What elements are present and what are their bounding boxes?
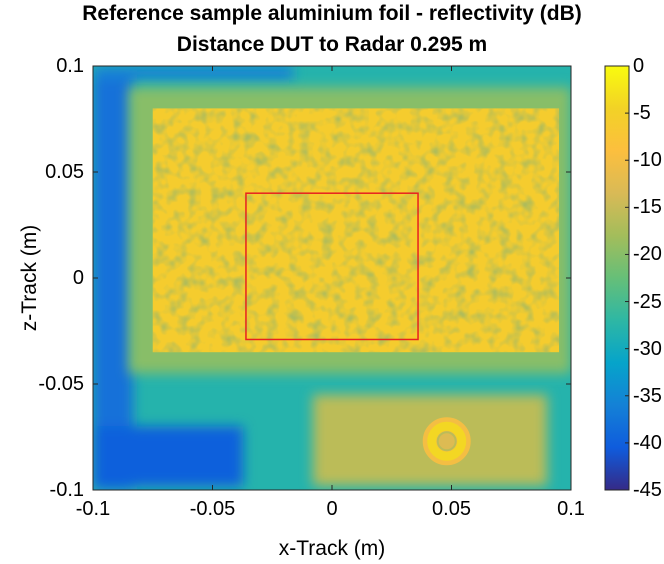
colorbar-tick-label: -5 <box>633 102 651 125</box>
colorbar-tick-marks <box>625 65 629 491</box>
bottom-left-region <box>93 426 243 487</box>
x-tick-label: 0.1 <box>557 498 585 520</box>
chart-subtitle: Distance DUT to Radar 0.295 m <box>176 33 488 56</box>
chart-title: Reference sample aluminium foil - reflec… <box>82 2 582 25</box>
y-tick-label: -0.1 <box>49 479 84 501</box>
ring-target <box>427 421 467 461</box>
top-edge-region <box>93 66 293 80</box>
colorbar <box>604 65 630 491</box>
colorbar-tick-label: -40 <box>633 431 662 454</box>
x-axis-label: x-Track (m) <box>278 537 386 560</box>
dark-edge-group <box>93 66 293 490</box>
y-tick-label: 0.1 <box>56 55 84 77</box>
x-tick-label: 0 <box>326 498 338 520</box>
left-edge-region <box>93 66 133 490</box>
colorbar-tick-label: -30 <box>633 337 662 360</box>
x-tick-label: -0.05 <box>189 498 236 520</box>
x-tick-label: -0.1 <box>75 498 111 520</box>
ring-center <box>438 433 455 450</box>
y-axis-label: z-Track (m) <box>18 224 41 332</box>
colorbar-tick-label: -10 <box>633 149 662 172</box>
colorbar-tick-label: 0 <box>633 55 645 77</box>
y-tick-marks <box>93 65 571 491</box>
colorbar-tick-label: -35 <box>633 384 662 407</box>
colorbar-tick-label: -15 <box>633 196 662 219</box>
roi-rectangle <box>245 192 419 341</box>
y-tick-label: 0 <box>72 267 84 289</box>
y-tick-label: -0.05 <box>38 373 84 395</box>
colorbar-tick-label: -45 <box>633 479 662 501</box>
x-tick-label: 0.05 <box>432 498 471 520</box>
colorbar-tick-label: -20 <box>633 243 662 266</box>
heatmap-image <box>93 66 571 490</box>
x-tick-marks <box>92 66 572 490</box>
roi-box <box>245 192 419 341</box>
colorbar-tick-label: -25 <box>633 290 662 313</box>
y-tick-label: 0.05 <box>45 161 84 183</box>
foil-speckle <box>152 108 560 353</box>
